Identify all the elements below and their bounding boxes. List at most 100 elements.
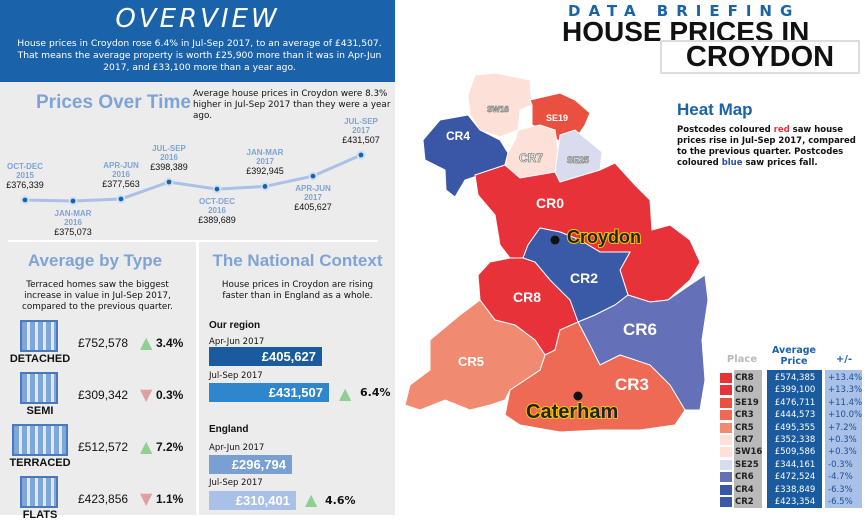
region-label: CR0 xyxy=(536,195,564,211)
arrow-up-icon: ▲ xyxy=(339,384,352,403)
row-change: -6.3% xyxy=(828,484,853,495)
kicker: DATA BRIEFING xyxy=(568,2,801,20)
row-place: SE25 xyxy=(735,459,759,470)
col-price: Average Price xyxy=(772,345,816,367)
col-place: Place xyxy=(726,354,758,365)
category-label: 2017 xyxy=(256,157,274,167)
arrow-up-icon: ▲ xyxy=(140,333,153,352)
category-label: OCT-DEC xyxy=(7,161,43,171)
swatch xyxy=(720,422,732,433)
category-label: APR-JUN xyxy=(295,184,331,194)
note-text: saw house prices rise in Jul-Sep 2017, c… xyxy=(677,125,856,168)
region-cr5[interactable] xyxy=(404,299,546,411)
region-cr4[interactable] xyxy=(422,114,509,198)
divider xyxy=(196,242,199,515)
value-label: £376,339 xyxy=(6,179,44,190)
type-name: FLATS xyxy=(22,509,58,521)
row-change: -6.5% xyxy=(828,497,853,507)
region-q2-bar: £431,507 xyxy=(209,383,329,402)
region-label: CR7 xyxy=(519,151,543,165)
data-point xyxy=(118,196,124,202)
note-text: Postcodes coloured xyxy=(677,125,774,135)
semi-house-icon xyxy=(20,372,58,404)
england-q2-bar: £310,401 xyxy=(209,491,296,510)
england-change: 4.6% xyxy=(325,494,356,507)
type-change: 0.3% xyxy=(156,388,184,402)
type-name: SEMI xyxy=(26,405,54,417)
arrow-down-icon: ▼ xyxy=(140,489,153,508)
row-price: £399,100 xyxy=(774,385,816,396)
row-place: CR7 xyxy=(735,435,754,445)
price-line xyxy=(24,153,362,203)
row-place: CR6 xyxy=(735,472,754,483)
region-label: CR5 xyxy=(458,354,484,369)
type-name: TERRACED xyxy=(9,457,71,469)
price-line-chart xyxy=(20,150,366,206)
row-change: -4.7% xyxy=(828,472,853,483)
type-change: 3.4% xyxy=(156,336,184,350)
row-price: £344,161 xyxy=(774,459,816,470)
type-price: £423,856 xyxy=(78,492,129,506)
swatch xyxy=(720,447,732,458)
data-point xyxy=(358,152,364,158)
by-type-note: Terraced homes saw the biggest increase … xyxy=(22,280,173,312)
terraced-house-icon xyxy=(12,424,68,456)
region-label: SE19 xyxy=(546,113,568,123)
change-column-bg xyxy=(825,370,862,508)
region-label: CR3 xyxy=(615,375,649,394)
data-point xyxy=(214,186,220,192)
region-q2-label: Jul-Sep 2017 xyxy=(209,371,263,381)
england-q1-bar: £296,794 xyxy=(209,455,292,474)
region-label: SE25 xyxy=(567,155,589,165)
row-price: £472,524 xyxy=(774,472,816,483)
row-change: -0.3% xyxy=(828,459,853,470)
category-label: 2017 xyxy=(352,126,370,135)
divider xyxy=(8,240,378,242)
row-price: £495,355 xyxy=(774,422,816,433)
note-blue: blue xyxy=(721,158,743,168)
type-change: 7.2% xyxy=(156,440,184,454)
chart-category-label: JAN-MAR 2016 £375,073 xyxy=(38,209,108,237)
swatch xyxy=(720,397,732,408)
row-price: £509,586 xyxy=(774,447,816,458)
row-price: £352,338 xyxy=(774,435,816,445)
category-label: JAN-MAR xyxy=(54,209,92,218)
arrow-up-icon: ▲ xyxy=(140,437,153,456)
row-place: CR0 xyxy=(735,385,754,396)
data-point xyxy=(22,197,28,203)
region-label: CR6 xyxy=(623,320,657,339)
row-change: +0.3% xyxy=(828,447,857,458)
brand-title-line2: CROYDON xyxy=(660,40,860,74)
national-title: The National Context xyxy=(212,251,383,270)
chart-category-label: OCT-DEC 2015 £376,339 xyxy=(0,162,60,190)
overview-header: OVERVIEW House prices in Croydon rose 6.… xyxy=(0,0,395,82)
swatch xyxy=(720,472,732,483)
value-label: £375,073 xyxy=(54,227,92,237)
category-label: JAN-MAR xyxy=(246,148,284,158)
category-label: 2016 xyxy=(64,218,82,227)
value-label: £377,563 xyxy=(102,178,140,189)
type-change: 1.1% xyxy=(156,492,184,506)
arrow-down-icon: ▼ xyxy=(140,385,153,404)
type-name: DETACHED xyxy=(9,353,71,365)
row-place: SW16 xyxy=(735,447,763,458)
data-point xyxy=(70,198,76,204)
row-change: +10.0% xyxy=(828,410,863,421)
chart-category-label: APR-JUN 2016 £377,563 xyxy=(86,161,156,189)
row-price: £476,711 xyxy=(774,397,816,408)
england-heading: England xyxy=(209,424,249,435)
chart-category-label: JUL-SEP 2017 £431,507 xyxy=(326,117,396,145)
detached-house-icon xyxy=(20,320,58,352)
by-type-title: Average by Type xyxy=(27,251,163,270)
row-place: CR2 xyxy=(735,497,754,507)
row-price: £338,849 xyxy=(774,484,816,495)
data-point xyxy=(310,173,316,179)
overview-summary: House prices in Croydon rose 6.4% in Jul… xyxy=(17,38,382,73)
chart-category-label: OCT-DEC 2016 £389,689 xyxy=(182,197,252,225)
value-label: £392,945 xyxy=(246,166,284,177)
row-change: +13.4% xyxy=(828,373,863,383)
swatch xyxy=(720,385,732,396)
value-label: £405,627 xyxy=(294,202,332,213)
category-label: 2017 xyxy=(304,193,322,203)
england-q1-label: Apr-Jun 2017 xyxy=(209,443,265,453)
